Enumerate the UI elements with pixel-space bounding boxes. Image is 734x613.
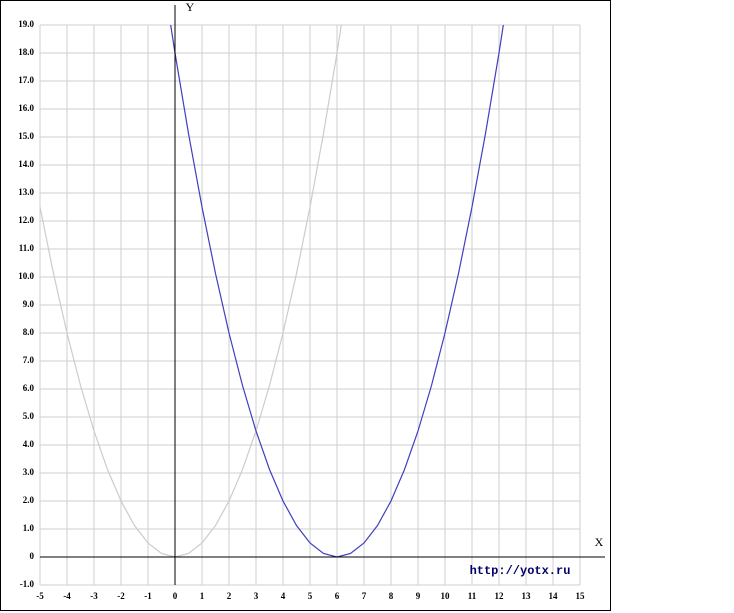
y-tick-label: 4.0 [23, 439, 35, 449]
y-tick-label: 6.0 [23, 383, 35, 393]
x-tick-label: -1 [144, 591, 152, 601]
y-tick-label: 9.0 [23, 299, 35, 309]
y-tick-label: 15.0 [18, 131, 34, 141]
grid [39, 24, 581, 586]
y-tick-label: 3.0 [23, 467, 35, 477]
x-tick-label: -2 [117, 591, 125, 601]
y-tick-label: 1.0 [23, 523, 35, 533]
y-tick-label: 14.0 [18, 159, 34, 169]
x-tick-label: 11 [468, 591, 477, 601]
x-tick-label: -4 [63, 591, 71, 601]
y-tick-label: 16.0 [18, 103, 34, 113]
x-tick-label: -5 [36, 591, 44, 601]
x-tick-label: 3 [254, 591, 259, 601]
y-tick-label: 0 [30, 551, 35, 561]
y-tick-label: 12.0 [18, 215, 34, 225]
x-tick-label: 9 [416, 591, 421, 601]
x-tick-label: 10 [441, 591, 451, 601]
y-tick-label: 7.0 [23, 355, 35, 365]
curve [40, 25, 342, 558]
x-tick-label: 1 [200, 591, 205, 601]
y-tick-label: 11.0 [19, 243, 35, 253]
x-tick-label: 12 [495, 591, 505, 601]
x-tick-label: 4 [281, 591, 286, 601]
y-tick-label: 5.0 [23, 411, 35, 421]
x-tick-label: 2 [227, 591, 232, 601]
y-tick-label: 17.0 [18, 75, 34, 85]
y-tick-label: 8.0 [23, 327, 35, 337]
x-tick-label: 6 [335, 591, 340, 601]
frame [0, 0, 611, 611]
x-axis-label: X [595, 535, 604, 549]
y-tick-label: 18.0 [18, 47, 34, 57]
x-tick-label: 14 [549, 591, 559, 601]
x-tick-label: 15 [576, 591, 586, 601]
watermark: http://yotx.ru [470, 564, 571, 578]
y-tick-label: 19.0 [18, 19, 34, 29]
x-tick-label: 8 [389, 591, 394, 601]
x-tick-label: 5 [308, 591, 313, 601]
y-axis-label: Y [186, 0, 195, 14]
y-tick-label: 13.0 [18, 187, 34, 197]
y-tick-label: -1.0 [20, 579, 35, 589]
y-tick-label: 2.0 [23, 495, 35, 505]
x-tick-label: -3 [90, 591, 98, 601]
x-tick-label: 0 [173, 591, 178, 601]
x-tick-label: 13 [522, 591, 532, 601]
labels: -5 -4 -3 -2 -1 0 1 2 3 4 5 6 7 8 9 10 11 12 13 14 1519.018.0… [18, 19, 585, 601]
x-tick-label: 7 [362, 591, 367, 601]
y-tick-label: 10.0 [18, 271, 34, 281]
